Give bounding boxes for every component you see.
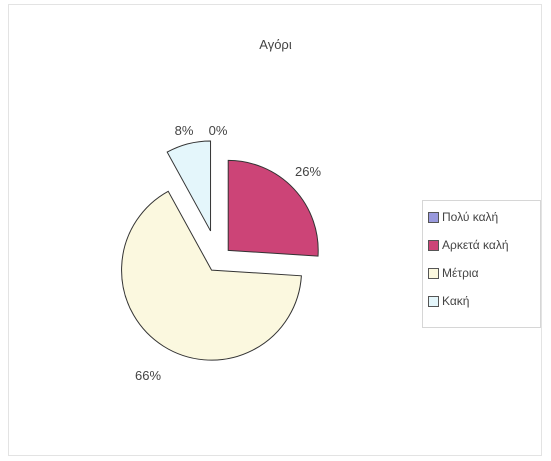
chart-title: Αγόρι (259, 37, 292, 52)
legend-swatch (428, 295, 439, 307)
slice-label-metria: 66% (135, 368, 161, 383)
slice-label-kaki: 8% (175, 123, 194, 138)
slice-label-poly-kali: 0% (209, 123, 228, 138)
legend-swatch (428, 267, 439, 279)
pie-slice-kaki (166, 140, 212, 232)
legend-label: Μέτρια (442, 266, 479, 280)
legend-swatch (428, 239, 439, 251)
legend-swatch (428, 211, 439, 223)
legend-item-poly-kali: Πολύ καλή (428, 209, 498, 225)
legend-label: Πολύ καλή (442, 210, 499, 224)
legend-item-metria: Μέτρια (428, 265, 479, 281)
legend-item-kaki: Κακή (428, 293, 469, 309)
legend: Πολύ καλή Αρκετά καλή Μέτρια Κακή (422, 200, 541, 328)
pie-slice-arketa-kali (227, 159, 319, 257)
slice-label-arketa-kali: 26% (295, 164, 321, 179)
legend-item-arketa-kali: Αρκετά καλή (428, 237, 509, 253)
legend-label: Κακή (442, 294, 470, 308)
legend-label: Αρκετά καλή (442, 238, 509, 252)
pie-slice-metria (121, 190, 302, 361)
